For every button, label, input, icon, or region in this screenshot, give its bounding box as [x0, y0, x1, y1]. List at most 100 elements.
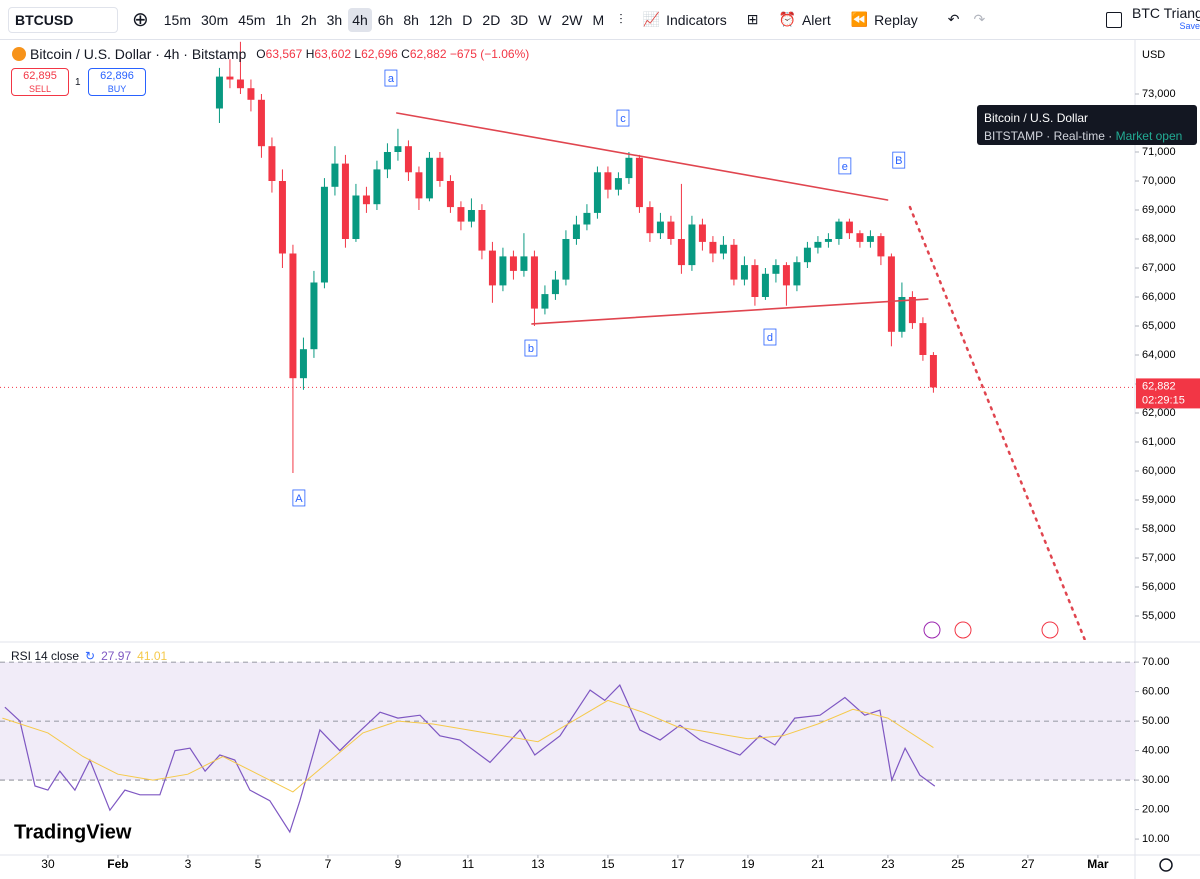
- layout-icon: [1106, 11, 1122, 28]
- change: −675 (−1.06%): [449, 47, 530, 61]
- candle-body: [352, 195, 360, 239]
- candle-body: [383, 151, 391, 170]
- redo[interactable]: ↷: [973, 11, 986, 27]
- wave-label-box: [292, 489, 306, 507]
- alert-button[interactable]: ⏰ Alert: [778, 11, 831, 28]
- x-tick-label: 17: [671, 857, 685, 871]
- replay: Replay: [874, 11, 918, 28]
- candle-body: [331, 163, 339, 187]
- undo[interactable]: ↶: [947, 11, 960, 27]
- rsi-value: 27.97: [101, 649, 132, 663]
- candle-body: [341, 163, 349, 239]
- currency: USD: [1142, 49, 1165, 61]
- interval[interactable]: 2W: [561, 11, 583, 28]
- y-tick-label: 70.00: [1142, 656, 1170, 668]
- y-tick-label: 73,000: [1142, 88, 1176, 100]
- chart-type[interactable]: ⫶: [619, 11, 623, 27]
- wave-label-box: [616, 109, 630, 127]
- buy-price: 62,896: [100, 70, 134, 82]
- c-label: C: [401, 47, 410, 61]
- price-pane: a b c d e A B: [215, 41, 1087, 640]
- y-tick-label: 30.00: [1142, 774, 1170, 786]
- legend: Bitcoin / U.S. Dollar · 4h · Bitstamp O6…: [12, 46, 529, 62]
- last-price-label: 62,882: [1142, 380, 1176, 392]
- x-tick-label: 15: [601, 857, 615, 871]
- interval[interactable]: M: [592, 11, 605, 28]
- candle-body: [362, 195, 370, 205]
- spread: 1: [75, 77, 81, 88]
- candle-body: [919, 323, 927, 355]
- candle-body: [436, 157, 444, 181]
- candle-body: [215, 76, 223, 109]
- save: Save: [1179, 20, 1200, 31]
- interval[interactable]: 45m: [238, 11, 266, 28]
- candle-body: [814, 241, 822, 248]
- candle-body: [373, 169, 381, 205]
- candle-body: [856, 233, 864, 242]
- interval[interactable]: 1h: [275, 11, 292, 28]
- y-tick-label: 67,000: [1142, 262, 1176, 274]
- candle-body: [404, 146, 412, 173]
- symbol-search[interactable]: BTCUSD: [8, 6, 118, 33]
- buy: BUY: [107, 84, 127, 94]
- candle-body: [908, 296, 916, 324]
- interval[interactable]: 12h: [428, 11, 453, 28]
- l-value: 62,696: [361, 47, 398, 61]
- interval[interactable]: 30m: [201, 11, 229, 28]
- interval[interactable]: W: [538, 11, 552, 28]
- toolbar: BTCUSD ⊕ 15m 30m 45m 1h 2h 3h 4h 6h 8h 12h D 2D 3D W 2…: [0, 0, 1200, 40]
- sell-button[interactable]: 62,895 SELL: [11, 68, 69, 96]
- wave-label: b: [528, 343, 534, 355]
- y-tick-label: 70,000: [1142, 175, 1176, 187]
- interval[interactable]: 15m: [163, 11, 191, 28]
- candle-body: [887, 256, 895, 332]
- replay-button[interactable]: ⏪ Replay: [850, 11, 918, 28]
- interval[interactable]: 2h: [301, 11, 317, 28]
- layouts[interactable]: ⊞: [746, 11, 759, 27]
- interval[interactable]: 3h: [326, 11, 343, 28]
- candle-body: [478, 209, 486, 251]
- o-value: 63,567: [265, 47, 303, 61]
- candle-body: [677, 238, 685, 266]
- candle-body: [236, 79, 244, 89]
- interval[interactable]: 3D: [510, 11, 529, 28]
- candle-body: [488, 250, 496, 286]
- candle-body: [278, 180, 286, 254]
- y-tick-label: 60,000: [1142, 465, 1176, 477]
- settings-icon[interactable]: [1159, 858, 1173, 872]
- candle-body: [541, 294, 549, 309]
- wave-label-box: [384, 69, 398, 87]
- x-tick-label: 3: [185, 857, 192, 871]
- y-tick-label: 56,000: [1142, 581, 1176, 593]
- interval[interactable]: D: [462, 11, 473, 28]
- event-icon[interactable]: [1041, 621, 1059, 639]
- candle-body: [499, 256, 507, 286]
- legend-title: Bitcoin / U.S. Dollar · 4h · Bitstamp: [30, 46, 247, 62]
- candle-body: [835, 221, 843, 239]
- rsi-legend: RSI 14 close ↻ 27.97 41.01: [11, 649, 167, 663]
- buy-button[interactable]: 62,896 BUY: [88, 68, 146, 96]
- indicators: Indicators: [666, 11, 727, 28]
- indicators-button[interactable]: 📈 Indicators: [642, 11, 727, 28]
- interval[interactable]: 6h: [377, 11, 394, 28]
- candle-body: [415, 172, 423, 199]
- wave-label-box: [838, 157, 852, 175]
- layout[interactable]: BTC Triang Save: [1106, 7, 1200, 33]
- add-symbol[interactable]: ⊕: [132, 9, 149, 31]
- event-icon[interactable]: [954, 621, 972, 639]
- candle-body: [740, 265, 748, 280]
- sell: SELL: [28, 84, 52, 94]
- rsi-title: RSI 14 close: [11, 649, 80, 663]
- candle-body: [520, 256, 528, 271]
- event-icon[interactable]: [923, 621, 941, 639]
- interval[interactable]: 2D: [482, 11, 501, 28]
- candle-body: [394, 146, 402, 152]
- candle-body: [761, 273, 769, 297]
- l-label: L: [354, 47, 362, 61]
- wave-label-box: [763, 328, 777, 346]
- candle-body: [824, 238, 832, 242]
- interval[interactable]: 4h: [348, 7, 372, 32]
- wave-label-box: [524, 339, 538, 357]
- interval[interactable]: 8h: [403, 11, 419, 28]
